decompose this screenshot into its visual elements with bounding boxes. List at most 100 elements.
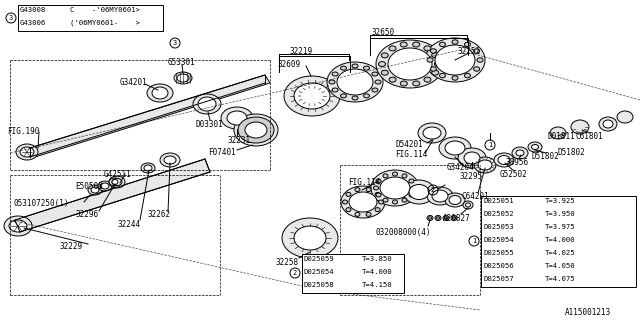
Ellipse shape [429, 217, 431, 219]
Ellipse shape [177, 74, 189, 82]
Ellipse shape [388, 48, 432, 80]
Ellipse shape [332, 88, 338, 92]
Text: D51802: D51802 [557, 148, 585, 157]
Ellipse shape [198, 97, 216, 111]
Ellipse shape [413, 42, 420, 47]
Ellipse shape [366, 188, 371, 192]
Text: 3: 3 [173, 40, 177, 46]
Text: 32229: 32229 [60, 242, 83, 251]
Text: D025055: D025055 [483, 250, 514, 256]
Ellipse shape [432, 190, 448, 202]
Ellipse shape [329, 80, 335, 84]
Polygon shape [30, 75, 270, 157]
Ellipse shape [378, 200, 383, 204]
Text: D025054: D025054 [304, 269, 335, 275]
Ellipse shape [430, 49, 436, 53]
Text: 32258: 32258 [275, 258, 298, 267]
Ellipse shape [346, 208, 351, 212]
Text: T=4.050: T=4.050 [545, 263, 575, 269]
Text: C61801: C61801 [575, 132, 603, 141]
Text: G34204: G34204 [447, 163, 475, 172]
Ellipse shape [452, 76, 458, 80]
Ellipse shape [349, 192, 377, 212]
Ellipse shape [376, 40, 444, 88]
Text: D025058: D025058 [304, 282, 335, 288]
Text: D025054: D025054 [483, 237, 514, 243]
Ellipse shape [449, 196, 461, 204]
Text: 1: 1 [472, 238, 476, 244]
Text: 2: 2 [431, 187, 435, 193]
Text: F07401: F07401 [208, 148, 236, 157]
Ellipse shape [221, 107, 253, 129]
Ellipse shape [440, 42, 445, 47]
Text: 32244: 32244 [118, 220, 141, 229]
Text: 3: 3 [9, 15, 13, 21]
Text: D025057: D025057 [483, 276, 514, 282]
Ellipse shape [603, 120, 613, 128]
Ellipse shape [341, 186, 385, 218]
Text: 32231: 32231 [228, 136, 251, 145]
Ellipse shape [427, 58, 433, 62]
Ellipse shape [282, 218, 338, 258]
Ellipse shape [424, 77, 431, 82]
Text: D025056: D025056 [483, 263, 514, 269]
Text: T=3.950: T=3.950 [545, 211, 575, 217]
Ellipse shape [88, 185, 102, 195]
Ellipse shape [392, 172, 397, 176]
Ellipse shape [464, 152, 480, 164]
Ellipse shape [478, 160, 492, 170]
Ellipse shape [364, 66, 369, 70]
Ellipse shape [452, 40, 458, 44]
Text: 32650: 32650 [372, 28, 395, 37]
Ellipse shape [227, 111, 247, 125]
Ellipse shape [375, 208, 380, 212]
Ellipse shape [364, 94, 369, 98]
Ellipse shape [294, 83, 330, 109]
Ellipse shape [474, 49, 479, 53]
Ellipse shape [160, 153, 180, 167]
Text: T=3.850: T=3.850 [362, 256, 392, 262]
Ellipse shape [376, 193, 381, 197]
Ellipse shape [383, 174, 388, 178]
Ellipse shape [458, 148, 486, 168]
Text: 032008000(4): 032008000(4) [375, 228, 431, 237]
Ellipse shape [474, 157, 496, 173]
Ellipse shape [144, 165, 152, 171]
Ellipse shape [474, 67, 479, 71]
Text: D03301: D03301 [195, 120, 223, 129]
Ellipse shape [412, 186, 417, 190]
Ellipse shape [381, 53, 388, 58]
Text: A115001213: A115001213 [565, 308, 611, 317]
Text: 32609: 32609 [278, 60, 301, 69]
Ellipse shape [409, 193, 414, 197]
Text: G43006: G43006 [20, 20, 46, 26]
Ellipse shape [516, 150, 524, 156]
Text: 32219: 32219 [290, 47, 313, 56]
Ellipse shape [436, 217, 440, 219]
Ellipse shape [599, 117, 617, 131]
Text: FIG.114: FIG.114 [348, 178, 380, 187]
Ellipse shape [327, 62, 383, 102]
Text: T=4.000: T=4.000 [545, 237, 575, 243]
Ellipse shape [424, 46, 431, 51]
Ellipse shape [381, 70, 388, 75]
Ellipse shape [400, 42, 407, 47]
Ellipse shape [531, 145, 538, 149]
Ellipse shape [346, 192, 351, 196]
Ellipse shape [463, 201, 473, 209]
Ellipse shape [409, 179, 414, 183]
Text: C    -'06MY0601>: C -'06MY0601> [70, 7, 140, 13]
Text: G34201: G34201 [120, 78, 148, 87]
Ellipse shape [112, 179, 122, 186]
Ellipse shape [164, 156, 176, 164]
Ellipse shape [435, 215, 441, 220]
Text: 2: 2 [293, 270, 297, 276]
Text: G42511: G42511 [104, 170, 132, 179]
Ellipse shape [238, 117, 274, 143]
Text: D025052: D025052 [483, 211, 514, 217]
Ellipse shape [528, 142, 542, 152]
Text: D01811: D01811 [548, 132, 576, 141]
Ellipse shape [9, 220, 27, 232]
Text: T=4.025: T=4.025 [545, 250, 575, 256]
Ellipse shape [432, 70, 439, 75]
